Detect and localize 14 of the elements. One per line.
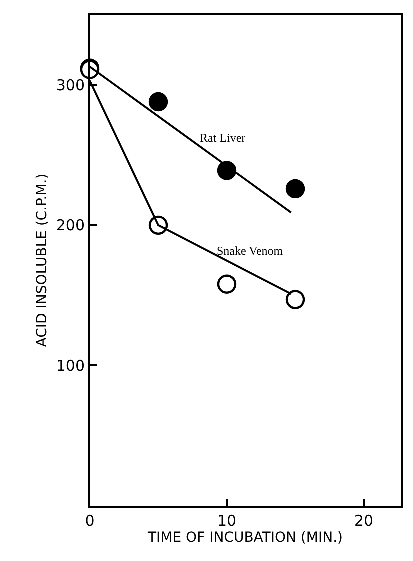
point	[286, 179, 306, 199]
series-label: Rat Liver	[200, 131, 246, 145]
y-tick-label: 300	[56, 76, 85, 94]
x-tick-label: 0	[85, 512, 95, 530]
point	[286, 290, 306, 310]
y-axis-title: ACID INSOLUBLE (C.P.M.)	[34, 174, 50, 348]
y-tick-label: 100	[56, 356, 85, 375]
series-label: Snake Venom	[217, 244, 284, 258]
x-axis-title: TIME OF INCUBATION (MIN.)	[147, 530, 343, 546]
point	[217, 274, 237, 294]
x-tick-label: 10	[217, 512, 237, 530]
y-tick-label: 200	[56, 216, 85, 235]
point	[148, 92, 168, 112]
x-tick-label: 20	[354, 512, 374, 530]
